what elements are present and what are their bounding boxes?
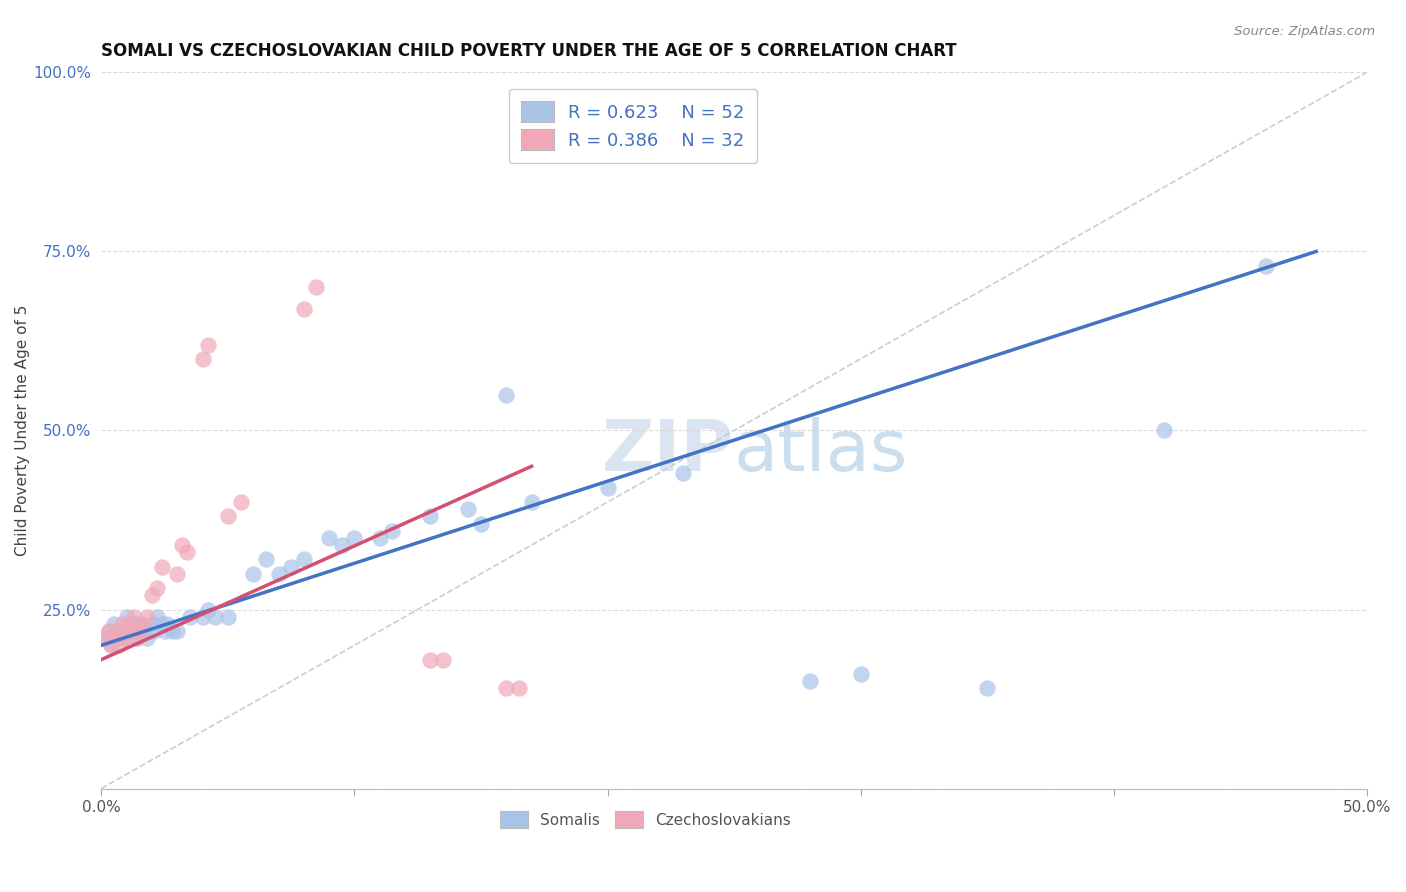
Point — [419, 652, 441, 666]
Point — [470, 516, 492, 531]
Point — [134, 624, 156, 638]
Y-axis label: Child Poverty Under the Age of 5: Child Poverty Under the Age of 5 — [15, 305, 30, 557]
Point — [191, 609, 214, 624]
Point — [96, 631, 118, 645]
Text: ZIP: ZIP — [602, 417, 734, 486]
Point — [153, 624, 176, 638]
Point — [172, 538, 194, 552]
Point — [135, 631, 157, 645]
Point — [508, 681, 530, 696]
Point — [131, 616, 153, 631]
Text: SOMALI VS CZECHOSLOVAKIAN CHILD POVERTY UNDER THE AGE OF 5 CORRELATION CHART: SOMALI VS CZECHOSLOVAKIAN CHILD POVERTY … — [101, 42, 957, 60]
Point — [432, 652, 454, 666]
Point — [112, 631, 135, 645]
Point — [108, 638, 131, 652]
Point — [128, 624, 150, 638]
Point — [179, 609, 201, 624]
Point — [849, 667, 872, 681]
Point — [495, 387, 517, 401]
Point — [150, 616, 173, 631]
Point — [125, 631, 148, 645]
Point — [457, 502, 479, 516]
Point — [242, 566, 264, 581]
Point — [150, 559, 173, 574]
Point — [1254, 259, 1277, 273]
Point — [131, 624, 153, 638]
Point — [217, 509, 239, 524]
Point — [520, 495, 543, 509]
Point — [976, 681, 998, 696]
Point — [495, 681, 517, 696]
Point — [115, 609, 138, 624]
Point — [1153, 424, 1175, 438]
Point — [305, 280, 328, 294]
Point — [292, 552, 315, 566]
Point — [176, 545, 198, 559]
Point — [160, 624, 183, 638]
Point — [318, 531, 340, 545]
Point — [330, 538, 353, 552]
Point — [100, 638, 122, 652]
Point — [166, 566, 188, 581]
Point — [103, 616, 125, 631]
Point — [103, 631, 125, 645]
Point — [121, 624, 143, 638]
Point — [254, 552, 277, 566]
Point — [135, 609, 157, 624]
Point — [217, 609, 239, 624]
Point — [125, 631, 148, 645]
Point — [97, 624, 120, 638]
Point — [204, 609, 226, 624]
Text: Source: ZipAtlas.com: Source: ZipAtlas.com — [1234, 25, 1375, 38]
Point — [115, 624, 138, 638]
Point — [191, 351, 214, 366]
Point — [110, 616, 132, 631]
Point — [122, 624, 145, 638]
Point — [799, 674, 821, 689]
Point — [596, 481, 619, 495]
Point — [146, 581, 169, 595]
Point — [156, 616, 179, 631]
Point — [368, 531, 391, 545]
Point — [672, 467, 695, 481]
Point — [146, 609, 169, 624]
Point — [197, 602, 219, 616]
Point — [96, 631, 118, 645]
Point — [292, 301, 315, 316]
Point — [128, 616, 150, 631]
Point — [112, 631, 135, 645]
Legend: Somalis, Czechoslovakians: Somalis, Czechoslovakians — [494, 805, 797, 835]
Point — [141, 588, 163, 602]
Point — [143, 624, 166, 638]
Point — [267, 566, 290, 581]
Point — [118, 616, 141, 631]
Point — [110, 624, 132, 638]
Point — [280, 559, 302, 574]
Point — [105, 624, 128, 638]
Point — [108, 624, 131, 638]
Point — [166, 624, 188, 638]
Point — [97, 624, 120, 638]
Point — [122, 609, 145, 624]
Point — [100, 638, 122, 652]
Point — [229, 495, 252, 509]
Text: atlas: atlas — [734, 417, 908, 486]
Point — [381, 524, 404, 538]
Point — [141, 616, 163, 631]
Point — [419, 509, 441, 524]
Point — [343, 531, 366, 545]
Point — [121, 616, 143, 631]
Point — [197, 337, 219, 351]
Point — [118, 624, 141, 638]
Point — [105, 631, 128, 645]
